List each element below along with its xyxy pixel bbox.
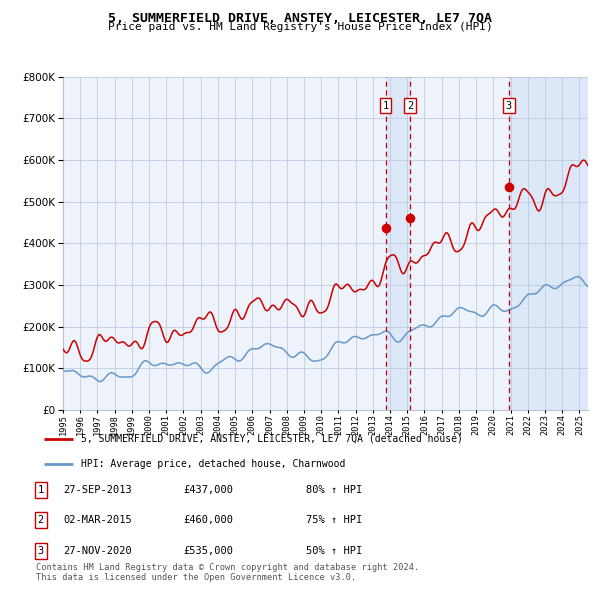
Point (381, 223, 391, 232)
Text: £437,000: £437,000 (183, 485, 233, 494)
Text: 5, SUMMERFIELD DRIVE, ANSTEY, LEICESTER, LE7 7QA: 5, SUMMERFIELD DRIVE, ANSTEY, LEICESTER,… (108, 12, 492, 25)
Text: 1: 1 (38, 485, 44, 494)
Text: Contains HM Land Registry data © Crown copyright and database right 2024.: Contains HM Land Registry data © Crown c… (36, 563, 419, 572)
Text: 02-MAR-2015: 02-MAR-2015 (63, 516, 132, 525)
Text: £460,000: £460,000 (183, 516, 233, 525)
Text: 27-SEP-2013: 27-SEP-2013 (63, 485, 132, 494)
Text: £535,000: £535,000 (183, 546, 233, 556)
Text: 2: 2 (38, 516, 44, 525)
Text: 75% ↑ HPI: 75% ↑ HPI (306, 516, 362, 525)
Bar (386, 77, 410, 410)
Text: 80% ↑ HPI: 80% ↑ HPI (306, 485, 362, 494)
Point (406, 214, 415, 223)
Point (504, 182, 514, 192)
Text: HPI: Average price, detached house, Charnwood: HPI: Average price, detached house, Char… (81, 459, 345, 469)
Bar (509, 77, 588, 410)
Text: This data is licensed under the Open Government Licence v3.0.: This data is licensed under the Open Gov… (36, 573, 356, 582)
Text: Price paid vs. HM Land Registry's House Price Index (HPI): Price paid vs. HM Land Registry's House … (107, 22, 493, 32)
Text: 27-NOV-2020: 27-NOV-2020 (63, 546, 132, 556)
Text: 1: 1 (382, 101, 389, 111)
Text: 3: 3 (506, 101, 512, 111)
Text: 2: 2 (407, 101, 413, 111)
Text: 50% ↑ HPI: 50% ↑ HPI (306, 546, 362, 556)
Text: 3: 3 (38, 546, 44, 556)
Text: 5, SUMMERFIELD DRIVE, ANSTEY, LEICESTER, LE7 7QA (detached house): 5, SUMMERFIELD DRIVE, ANSTEY, LEICESTER,… (81, 434, 463, 444)
